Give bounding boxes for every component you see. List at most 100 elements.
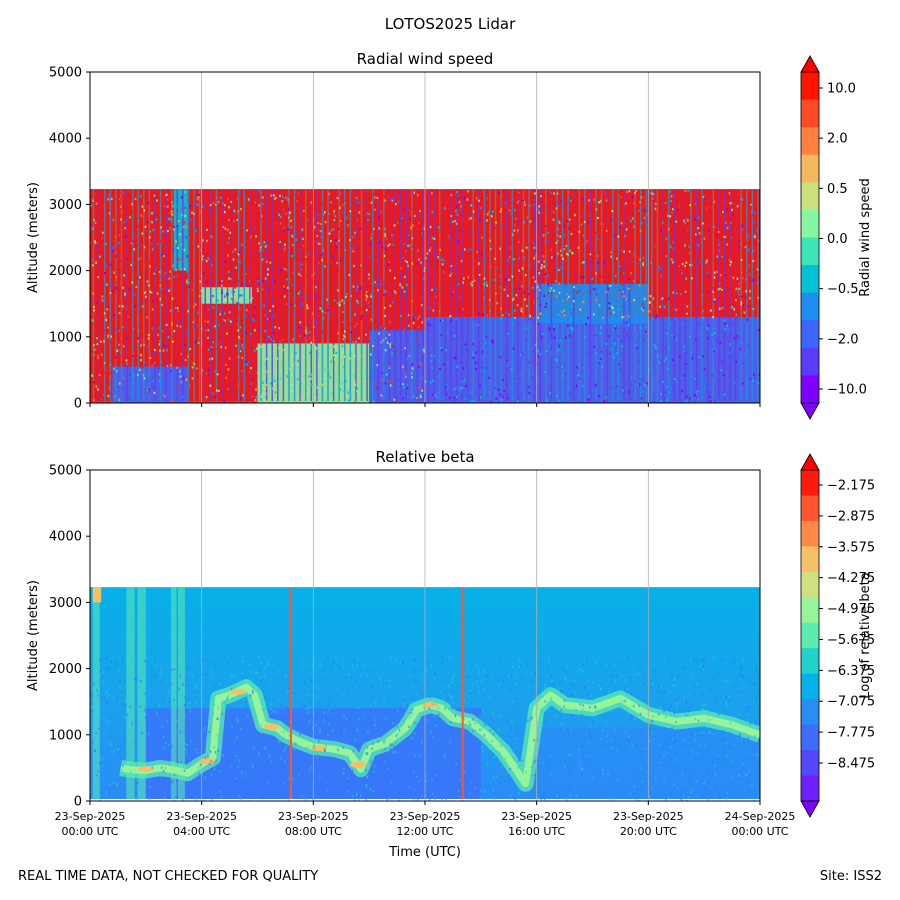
- beta-texture: [343, 728, 345, 732]
- wind-speckle: [578, 397, 581, 401]
- beta-texture: [742, 676, 744, 679]
- wind-speckle: [570, 326, 572, 330]
- beta-texture: [115, 739, 118, 742]
- wind-speckle: [269, 340, 272, 344]
- wind-speckle: [543, 265, 546, 268]
- beta-texture: [320, 779, 323, 783]
- beta-texture: [283, 674, 286, 677]
- wind-speckle: [151, 210, 153, 214]
- wind-speckle: [182, 225, 185, 229]
- wind-speckle: [532, 241, 535, 245]
- wind-speckle: [251, 318, 254, 321]
- scan-stripe: [734, 189, 737, 401]
- wind-speckle: [713, 298, 716, 301]
- wind-speckle: [463, 197, 466, 200]
- wind-speckle: [586, 357, 588, 360]
- wind-speckle: [306, 340, 308, 343]
- wind-speckle: [522, 199, 524, 202]
- wind-speckle: [221, 280, 223, 283]
- wind-speckle: [279, 222, 282, 225]
- wind-speckle: [222, 353, 225, 356]
- wind-speckle: [330, 201, 332, 204]
- colorbar-extend-min: [800, 800, 820, 818]
- wind-speckle: [118, 349, 120, 352]
- beta-texture: [389, 743, 392, 746]
- x-tick-label-time: 20:00 UTC: [620, 825, 677, 838]
- wind-speckle: [96, 301, 99, 304]
- beta-texture: [435, 724, 438, 727]
- wind-speckle: [138, 258, 140, 261]
- wind-speckle: [354, 355, 356, 358]
- beta-texture: [257, 656, 259, 659]
- beta-texture: [617, 779, 619, 782]
- wind-speckle: [703, 386, 706, 389]
- wind-speckle: [227, 270, 230, 274]
- colorbar-tick-label: −2.875: [827, 509, 875, 524]
- beta-texture: [691, 788, 693, 792]
- wind-speckle: [176, 225, 179, 228]
- wind-speckle: [456, 365, 458, 369]
- beta-texture: [640, 766, 643, 770]
- beta-texture: [366, 674, 368, 678]
- beta-texture: [161, 725, 163, 728]
- wind-speckle: [94, 241, 97, 245]
- wind-speckle: [337, 289, 339, 292]
- wind-speckle: [355, 289, 358, 292]
- wind-speckle: [345, 216, 348, 219]
- wind-speckle: [391, 243, 394, 246]
- wind-speckle: [410, 226, 412, 230]
- wind-speckle: [507, 259, 509, 262]
- wind-speckle: [729, 202, 731, 205]
- wind-speckle: [597, 216, 599, 220]
- wind-speckle: [550, 351, 553, 354]
- wind-speckle: [152, 228, 155, 232]
- beta-texture: [704, 744, 707, 747]
- beta-texture: [682, 774, 685, 777]
- wind-speckle: [257, 278, 259, 281]
- wind-speckle: [758, 289, 760, 292]
- wind-speckle: [387, 290, 389, 294]
- beta-texture: [106, 748, 109, 752]
- beta-texture: [584, 754, 587, 758]
- wind-speckle: [617, 388, 619, 391]
- wind-speckle: [98, 373, 101, 377]
- wind-speckle: [749, 289, 751, 292]
- beta-texture: [183, 704, 186, 707]
- wind-speckle: [438, 359, 440, 362]
- wind-speckle: [279, 194, 281, 197]
- beta-texture: [436, 758, 438, 762]
- wind-speckle: [472, 353, 474, 356]
- colorbar-segment: [801, 775, 819, 802]
- beta-texture: [469, 792, 471, 796]
- wind-speckle: [630, 271, 632, 275]
- wind-speckle: [738, 283, 740, 286]
- beta-texture: [124, 774, 126, 777]
- wind-speckle: [261, 258, 264, 261]
- wind-speckle: [599, 332, 602, 335]
- scan-stripe: [210, 189, 212, 401]
- wind-speckle: [152, 385, 155, 388]
- beta-texture: [310, 765, 313, 769]
- wind-speckle: [475, 398, 477, 401]
- beta-texture: [106, 690, 108, 694]
- beta-texture: [272, 710, 275, 713]
- wind-speckle: [346, 218, 348, 221]
- wind-speckle: [175, 275, 178, 278]
- beta-texture: [327, 703, 329, 707]
- wind-speckle: [126, 345, 128, 348]
- beta-texture: [417, 668, 419, 672]
- wind-speckle: [684, 221, 686, 224]
- wind-speckle: [140, 314, 143, 317]
- wind-speckle: [339, 206, 342, 209]
- beta-texture: [645, 783, 647, 786]
- beta-texture: [163, 796, 166, 799]
- wind-speckle: [254, 324, 257, 327]
- wind-speckle: [115, 287, 117, 290]
- wind-speckle: [101, 237, 103, 240]
- wind-speckle: [550, 248, 552, 251]
- wind-speckle: [421, 321, 423, 324]
- beta-texture: [449, 665, 452, 668]
- wind-speckle: [396, 371, 398, 375]
- wind-speckle: [707, 337, 709, 340]
- wind-speckle: [688, 210, 690, 213]
